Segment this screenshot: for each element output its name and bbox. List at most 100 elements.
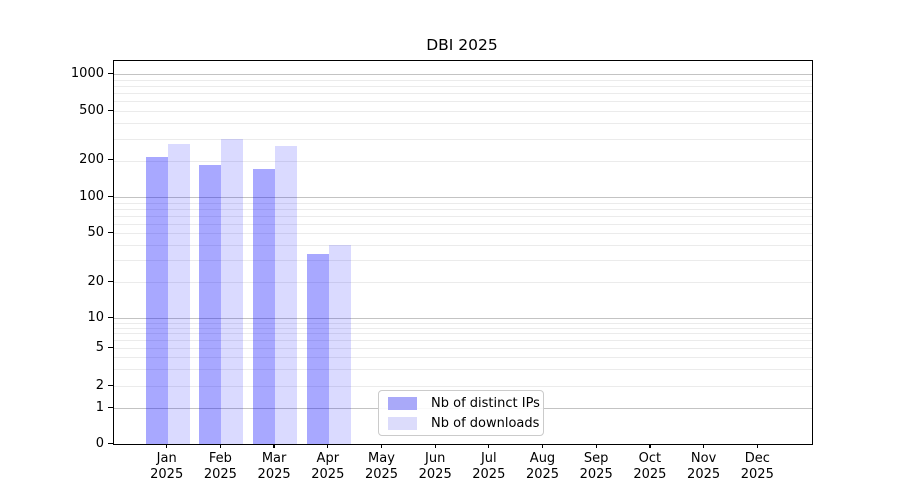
x-tick-year: 2025	[257, 466, 291, 482]
x-tick-month: Mar	[261, 451, 287, 466]
x-tick-mark-mar	[273, 444, 275, 448]
y-tick-mark-5	[108, 346, 113, 348]
gridline-minor-200	[114, 160, 812, 162]
y-tick-mark-200	[108, 159, 113, 161]
plot-area	[113, 60, 813, 445]
x-tick-mark-may	[380, 444, 383, 448]
gridline-major-100	[114, 197, 812, 198]
gridline-minor-80	[114, 208, 812, 210]
y-tick-mark-100	[108, 195, 113, 197]
gridline-minor-4	[114, 357, 812, 359]
x-tick-mark-jun	[434, 444, 436, 448]
x-tick-month: Dec	[744, 451, 770, 466]
x-tick-month: Apr	[316, 451, 340, 466]
gridline-minor-70	[114, 215, 812, 217]
x-tick-year: 2025	[687, 466, 721, 482]
y-tick-mark-1000	[108, 72, 113, 74]
y-tick-label-200: 200	[79, 152, 104, 167]
x-tick-label-jun: Jun 2025	[403, 451, 467, 482]
gridline-minor-800	[114, 85, 812, 87]
x-tick-label-mar: Mar 2025	[242, 451, 306, 482]
gridline-minor-90	[114, 202, 812, 204]
x-tick-year: 2025	[150, 466, 184, 482]
gridline-minor-50	[114, 233, 812, 234]
x-tick-month: Aug	[529, 451, 556, 466]
x-tick-label-feb: Feb 2025	[188, 451, 252, 482]
gridline-major-10	[114, 318, 812, 319]
y-tick-label-20: 20	[87, 273, 104, 289]
bar-mar-downloads	[275, 145, 298, 444]
x-tick-month: Oct	[638, 451, 662, 466]
y-tick-label-5: 5	[95, 339, 104, 355]
y-tick-mark-10	[108, 316, 113, 318]
y-tick-label-100: 100	[79, 188, 104, 204]
x-tick-mark-nov	[702, 444, 705, 448]
x-tick-label-may: May 2025	[350, 451, 414, 482]
gridline-minor-7	[114, 333, 812, 335]
x-tick-month: Jan	[156, 451, 177, 466]
x-tick-label-sep: Sep 2025	[564, 451, 628, 482]
x-tick-year: 2025	[472, 466, 506, 482]
x-tick-label-nov: Nov 2025	[672, 451, 736, 482]
x-tick-label-jan: Jan 2025	[135, 451, 199, 482]
y-tick-mark-2	[108, 384, 113, 386]
gridline-minor-60	[114, 223, 812, 225]
gridline-minor-300	[114, 138, 812, 140]
x-tick-mark-apr	[327, 444, 329, 448]
legend-swatch-distinct-ips-icon	[388, 396, 417, 410]
x-tick-month: Sep	[583, 451, 609, 466]
gridline-minor-900	[114, 79, 812, 81]
y-tick-label-1: 1	[95, 399, 104, 415]
legend: Nb of distinct IPs Nb of downloads	[378, 390, 544, 436]
x-tick-year: 2025	[525, 466, 560, 482]
x-tick-label-apr: Apr 2025	[296, 451, 360, 482]
legend-item-downloads: Nb of downloads	[388, 416, 539, 431]
gridline-minor-400	[114, 123, 812, 125]
legend-label-distinct-ips: Nb of distinct IPs	[431, 395, 540, 411]
x-tick-mark-jan	[166, 444, 168, 448]
x-tick-label-jul: Jul 2025	[457, 451, 521, 482]
y-tick-mark-0	[108, 442, 113, 444]
gridline-minor-8	[114, 327, 812, 329]
x-tick-year: 2025	[579, 466, 613, 482]
x-tick-year: 2025	[364, 466, 399, 482]
bar-jan-downloads	[167, 144, 190, 444]
x-tick-year: 2025	[203, 466, 237, 482]
bar-feb-downloads	[221, 138, 244, 444]
y-tick-label-1000: 1000	[70, 65, 104, 81]
x-tick-month: May	[368, 451, 395, 466]
gridline-minor-700	[114, 93, 812, 94]
gridline-minor-5	[114, 348, 812, 349]
x-tick-mark-dec	[756, 444, 758, 448]
gridline-minor-6	[114, 340, 812, 342]
x-tick-mark-feb	[219, 444, 222, 448]
x-tick-month: Nov	[690, 451, 717, 466]
y-tick-label-10: 10	[87, 309, 104, 325]
bar-jan-distinct-ips	[145, 157, 168, 444]
x-tick-year: 2025	[418, 466, 452, 482]
x-tick-month: Feb	[208, 451, 232, 466]
y-tick-label-50: 50	[87, 224, 104, 240]
x-tick-year: 2025	[633, 466, 667, 482]
y-tick-label-2: 2	[95, 377, 104, 393]
x-tick-label-aug: Aug 2025	[511, 451, 575, 482]
legend-label-downloads: Nb of downloads	[431, 415, 540, 431]
bar-apr-distinct-ips	[306, 253, 329, 444]
x-tick-mark-jul	[488, 444, 490, 448]
gridline-minor-3	[114, 369, 812, 371]
gridline-minor-9	[114, 322, 812, 324]
x-tick-mark-aug	[541, 444, 544, 448]
x-tick-label-oct: Oct 2025	[618, 451, 682, 482]
legend-item-distinct-ips: Nb of distinct IPs	[388, 396, 540, 411]
y-tick-mark-500	[108, 109, 113, 111]
gridline-major-1000	[114, 74, 812, 75]
bar-feb-distinct-ips	[199, 164, 222, 444]
bar-apr-downloads	[328, 244, 351, 444]
x-tick-year: 2025	[311, 466, 345, 482]
y-tick-mark-20	[108, 280, 113, 282]
legend-swatch-downloads-icon	[388, 416, 417, 430]
y-tick-mark-1	[108, 406, 113, 408]
x-tick-mark-oct	[649, 444, 651, 448]
gridline-minor-2	[114, 386, 812, 387]
